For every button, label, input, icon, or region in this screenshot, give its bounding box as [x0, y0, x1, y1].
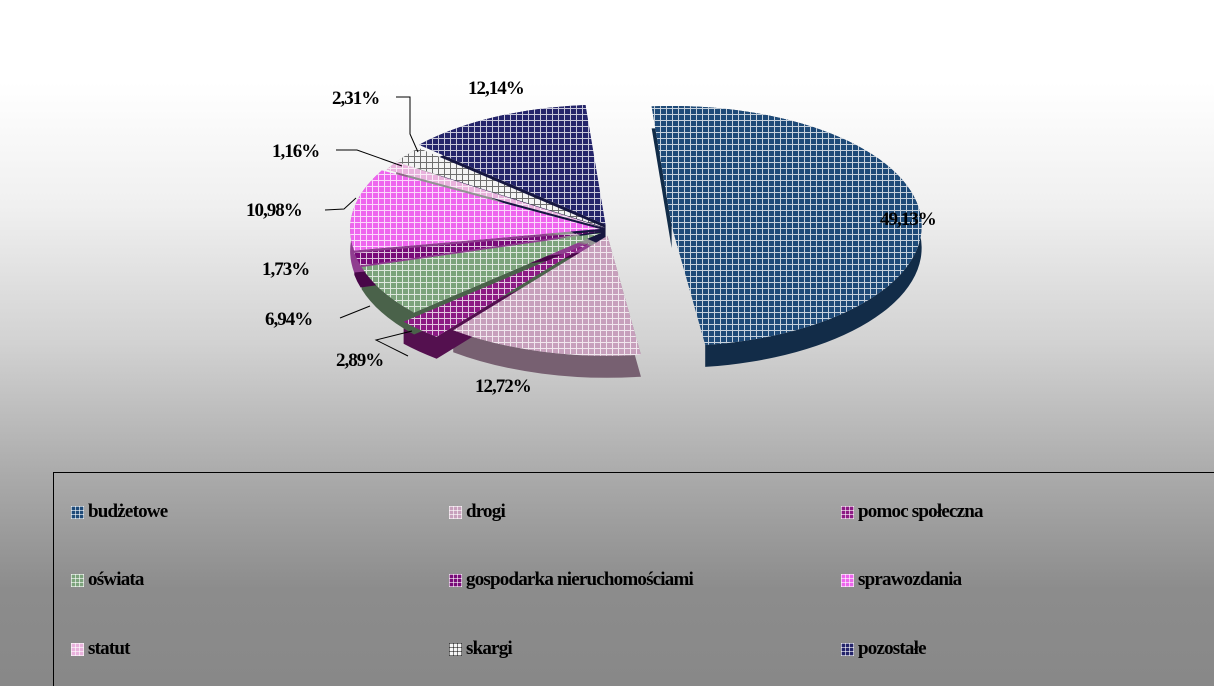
legend-label: sprawozdania — [858, 569, 962, 590]
data-label-pomoc-spoleczna: 2,89% — [336, 350, 383, 371]
slice-oswiata — [361, 232, 602, 313]
data-label-statut: 1,16% — [272, 141, 319, 162]
leader-line-skargi — [396, 96, 419, 153]
legend-item-skargi: skargi — [449, 637, 513, 661]
legend-swatch — [841, 505, 854, 519]
legend-item-gospodarka-nieruchomosciami: gospodarka nieruchomościami — [449, 568, 694, 592]
slice-side-drogi — [453, 235, 641, 378]
slice-pozostale — [418, 105, 606, 225]
legend-swatch — [449, 642, 462, 656]
legend-label: statut — [88, 638, 130, 659]
legend-swatch — [71, 573, 84, 587]
legend-label: budżetowe — [88, 501, 168, 522]
data-label-pozostale: 12,14% — [468, 78, 524, 99]
legend-label: drogi — [466, 501, 506, 522]
legend-item-budzetowe: budżetowe — [71, 500, 168, 524]
data-label-oswiata: 6,94% — [265, 309, 312, 330]
legend-label: pozostałe — [858, 638, 927, 659]
legend-label: skargi — [466, 638, 513, 659]
legend-item-statut: statut — [71, 637, 130, 661]
data-label-drogi: 12,72% — [475, 376, 531, 397]
slice-statut — [386, 162, 605, 229]
legend-label: gospodarka nieruchomościami — [466, 569, 694, 590]
legend-swatch — [71, 505, 84, 519]
slice-skargi — [396, 147, 606, 228]
data-label-budzetowe: 49,13% — [880, 209, 936, 230]
legend-swatch — [449, 505, 462, 519]
slice-budzetowe — [651, 106, 922, 345]
leader-line-oswiata — [339, 305, 371, 319]
slice-gospodarka-nieruchomosciami — [354, 231, 601, 266]
leader-line-sprawozdania — [324, 197, 357, 211]
legend-item-pomoc-spoleczna: pomoc społeczna — [841, 500, 983, 524]
legend-item-drogi: drogi — [449, 500, 506, 524]
slice-sprawozdania — [350, 170, 601, 251]
legend-swatch — [449, 573, 462, 587]
legend-item-pozostale: pozostałe — [841, 637, 927, 661]
legend-label: oświata — [88, 569, 144, 590]
leader-line-statut — [336, 149, 403, 167]
leader-line-pomoc-spoleczna — [374, 330, 413, 357]
legend-swatch — [71, 642, 84, 656]
legend-item-sprawozdania: sprawozdania — [841, 568, 962, 592]
chart-legend: budżetowe drogi pomoc społeczna oświata gosp… — [53, 472, 1214, 686]
data-label-sprawozdania: 10,98% — [246, 200, 302, 221]
data-label-skargi: 2,31% — [332, 88, 379, 109]
slice-drogi — [453, 235, 641, 356]
legend-swatch — [841, 642, 854, 656]
legend-swatch — [841, 573, 854, 587]
legend-item-oswiata: oświata — [71, 568, 144, 592]
slice-pomoc-spoleczna — [403, 242, 591, 337]
legend-label: pomoc społeczna — [858, 501, 983, 522]
data-label-gospodarka-nieruchomosciami: 1,73% — [262, 259, 309, 280]
